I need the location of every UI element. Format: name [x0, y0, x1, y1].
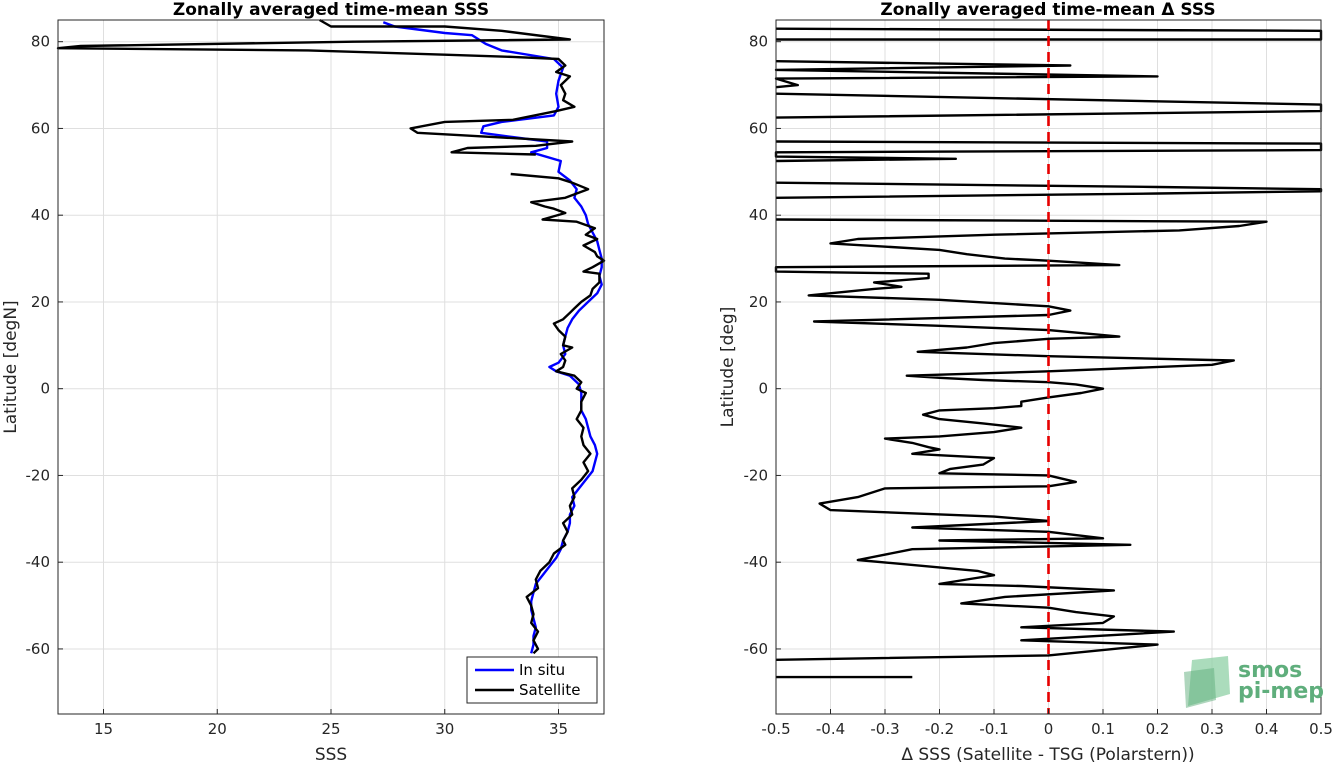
left-satellite-line-1: [510, 172, 606, 655]
left-ytick-label-2: -20: [26, 466, 51, 484]
left-grid: [58, 20, 604, 714]
right-xtick-label-9: 0.4: [1255, 720, 1279, 738]
logo-text-line2: pi-mep: [1238, 679, 1324, 704]
right-x-axis-label: Δ SSS (Satellite - TSG (Polarstern)): [901, 745, 1194, 764]
right-xtick-label-2: -0.3: [870, 720, 899, 738]
legend: In situ Satellite: [466, 656, 598, 704]
right-ytick-label-5: 40: [749, 206, 768, 224]
right-delta-sss-line-5: [774, 218, 1268, 661]
right-xtick-label-5: 0: [1044, 720, 1054, 738]
legend-label-in-situ: In situ: [519, 661, 565, 679]
left-ytick-label-4: 20: [31, 293, 50, 311]
logo-text-line1: smos: [1238, 658, 1302, 683]
right-chart: -0.5 -0.4 -0.3 -0.2 -0.1 0 0.1 0.2 0.3 0.4 0.5 -60 -…: [718, 0, 1333, 764]
left-series: [56, 18, 606, 655]
left-ytick-label-0: -60: [26, 640, 51, 658]
legend-label-satellite: Satellite: [519, 681, 580, 699]
left-ticks: 15 20 25 30 35 -60 -40 -20 0 20 40 60 80: [26, 33, 569, 738]
right-delta-sss-line-1: [774, 60, 1159, 89]
left-chart-title: Zonally averaged time-mean SSS: [173, 0, 489, 20]
right-xtick-label-0: -0.5: [761, 720, 790, 738]
right-xtick-label-6: 0.1: [1091, 720, 1115, 738]
right-xtick-label-4: -0.1: [979, 720, 1008, 738]
right-ytick-label-3: 0: [758, 380, 768, 398]
left-xtick-label-1: 20: [208, 720, 227, 738]
legend-box: [466, 656, 598, 704]
left-xtick-label-4: 35: [549, 720, 568, 738]
right-ytick-label-2: -20: [744, 466, 769, 484]
left-ytick-label-3: 0: [40, 380, 50, 398]
left-ytick-label-7: 80: [31, 33, 50, 51]
right-y-axis-label: Latitude [deg]: [718, 307, 738, 428]
left-x-axis-label: SSS: [315, 745, 347, 764]
right-xtick-label-1: -0.4: [816, 720, 845, 738]
logo-mark-shade: [1184, 668, 1216, 708]
right-xtick-label-8: 0.3: [1200, 720, 1224, 738]
left-xtick-label-3: 30: [435, 720, 454, 738]
right-chart-title: Zonally averaged time-mean Δ SSS: [880, 0, 1215, 20]
right-xtick-label-3: -0.2: [925, 720, 954, 738]
left-ytick-label-1: -40: [26, 553, 51, 571]
left-xtick-label-2: 25: [321, 720, 340, 738]
right-ticks: -0.5 -0.4 -0.3 -0.2 -0.1 0 0.1 0.2 0.3 0.4 0.5 -60 -…: [744, 33, 1333, 738]
left-ytick-label-6: 60: [31, 119, 50, 137]
right-xtick-label-10: 0.5: [1309, 720, 1333, 738]
smos-pi-mep-logo: smos pi-mep: [1184, 656, 1324, 708]
left-y-axis-label: Latitude [degN]: [1, 300, 21, 433]
right-ytick-label-1: -40: [744, 553, 769, 571]
right-ytick-label-6: 60: [749, 119, 768, 137]
right-ytick-label-4: 20: [749, 293, 768, 311]
left-xtick-label-0: 15: [94, 720, 113, 738]
right-ytick-label-7: 80: [749, 33, 768, 51]
left-satellite-line-0: [56, 18, 576, 156]
right-ytick-label-0: -60: [744, 640, 769, 658]
left-chart: 15 20 25 30 35 -60 -40 -20 0 20 40 60 80 Zonally ave…: [1, 0, 606, 764]
right-xtick-label-7: 0.2: [1146, 720, 1170, 738]
left-ytick-label-5: 40: [31, 206, 50, 224]
